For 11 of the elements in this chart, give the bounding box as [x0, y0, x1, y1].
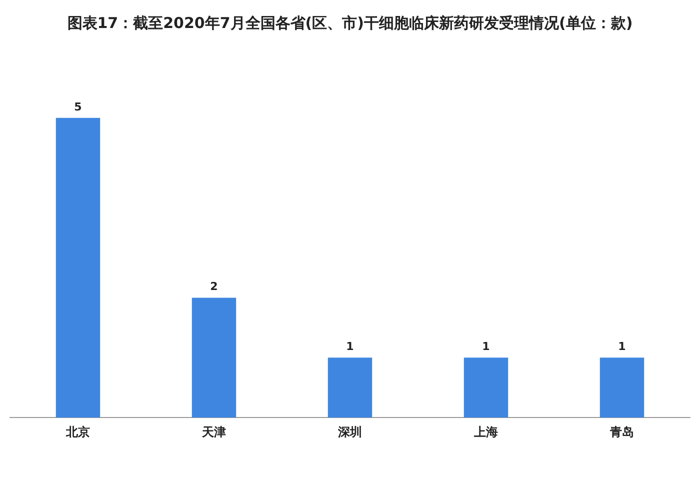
x-tick-label: 上海 — [473, 425, 498, 440]
x-tick-label: 北京 — [65, 425, 90, 440]
chart-title: 图表17：截至2020年7月全国各省(区、市)干细胞临床新药研发受理情况(单位：款) — [66, 14, 634, 34]
x-tick-label: 深圳 — [337, 425, 362, 440]
x-tick-label: 天津 — [201, 425, 226, 440]
data-label: 1 — [618, 340, 626, 354]
data-label: 1 — [482, 340, 490, 354]
data-label: 1 — [346, 340, 354, 354]
x-tick-label: 青岛 — [609, 425, 634, 440]
data-label: 5 — [74, 100, 82, 114]
data-label: 2 — [210, 280, 218, 294]
